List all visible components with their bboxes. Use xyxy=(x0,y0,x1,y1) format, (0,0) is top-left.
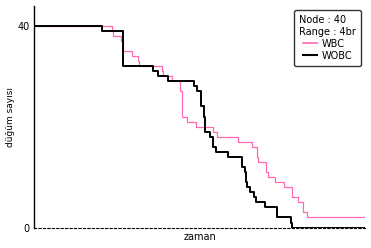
Y-axis label: düğüm sayısı: düğüm sayısı xyxy=(6,87,14,147)
Legend: WBC, WOBC: WBC, WOBC xyxy=(294,10,361,66)
